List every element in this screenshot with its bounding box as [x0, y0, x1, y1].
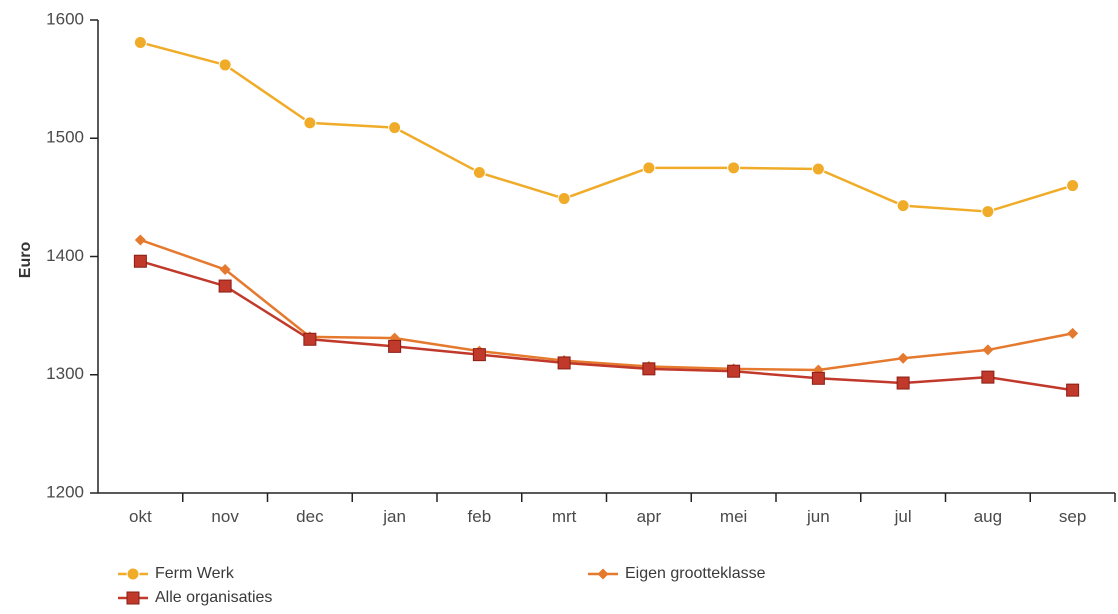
data-point: [897, 352, 909, 364]
data-point: [218, 58, 232, 72]
data-point: [388, 339, 402, 353]
x-tick-label: okt: [129, 507, 152, 526]
data-point: [982, 344, 994, 356]
data-point: [303, 332, 317, 346]
data-point: [218, 279, 232, 293]
legend-marker: [597, 568, 609, 580]
y-tick-labels: 1200 1300 1400 1500 1600: [46, 9, 84, 501]
data-point: [1066, 383, 1080, 397]
data-point: [981, 370, 995, 384]
data-point: [133, 35, 147, 49]
series-eigen-grootteklasse: [134, 234, 1079, 376]
data-point: [472, 348, 486, 362]
data-point: [134, 234, 146, 246]
data-point: [727, 161, 741, 175]
data-point: [896, 376, 910, 390]
series-alle-organisaties: [133, 254, 1080, 397]
legend-label: Alle organisaties: [155, 589, 272, 606]
x-tick-label: jan: [382, 507, 406, 526]
data-point: [133, 254, 147, 268]
series-ferm-werk: [133, 35, 1080, 219]
series-line: [140, 41, 1073, 213]
legend-label: Eigen grootteklasse: [625, 565, 766, 582]
legend: Ferm Werk Eigen grootteklasse Alle organis…: [118, 565, 766, 606]
data-point: [642, 362, 656, 376]
data-point: [811, 371, 825, 385]
data-point: [1066, 179, 1080, 193]
y-axis-title: Euro: [17, 242, 34, 279]
x-tick-label: jun: [806, 507, 830, 526]
data-point: [219, 264, 231, 276]
y-tick-label: 1300: [46, 364, 84, 383]
data-point: [896, 199, 910, 213]
y-tick-label: 1600: [46, 9, 84, 28]
series-line: [140, 260, 1073, 392]
legend-item: Ferm Werk: [118, 565, 235, 582]
data-point: [981, 205, 995, 219]
axes: [90, 19, 1116, 502]
data-point: [1067, 327, 1079, 339]
x-tick-labels: okt nov dec jan feb mrt apr mei jun jul aug sep: [129, 507, 1086, 526]
x-tick-label: apr: [637, 507, 662, 526]
x-tick-label: nov: [211, 507, 239, 526]
series-line: [139, 238, 1073, 372]
x-tick-label: jul: [894, 507, 912, 526]
x-tick-label: sep: [1059, 507, 1086, 526]
y-tick-label: 1500: [46, 128, 84, 147]
x-tick-label: dec: [296, 507, 324, 526]
x-tick-label: mrt: [552, 507, 577, 526]
legend-marker: [126, 591, 140, 605]
x-tick-label: aug: [974, 507, 1002, 526]
data-point: [727, 364, 741, 378]
legend-item: Alle organisaties: [118, 589, 272, 606]
y-tick-label: 1400: [46, 246, 84, 265]
x-tick-label: feb: [468, 507, 492, 526]
legend-item: Eigen grootteklasse: [588, 565, 766, 582]
data-point: [388, 121, 402, 135]
series-lines: [133, 35, 1080, 397]
legend-label: Ferm Werk: [155, 565, 235, 582]
data-point: [811, 162, 825, 176]
data-point: [557, 192, 571, 206]
data-point: [472, 166, 486, 180]
data-point: [557, 356, 571, 370]
legend-marker: [126, 567, 140, 581]
data-point: [642, 161, 656, 175]
y-tick-label: 1200: [46, 482, 84, 501]
data-point: [303, 116, 317, 130]
x-tick-label: mei: [720, 507, 747, 526]
